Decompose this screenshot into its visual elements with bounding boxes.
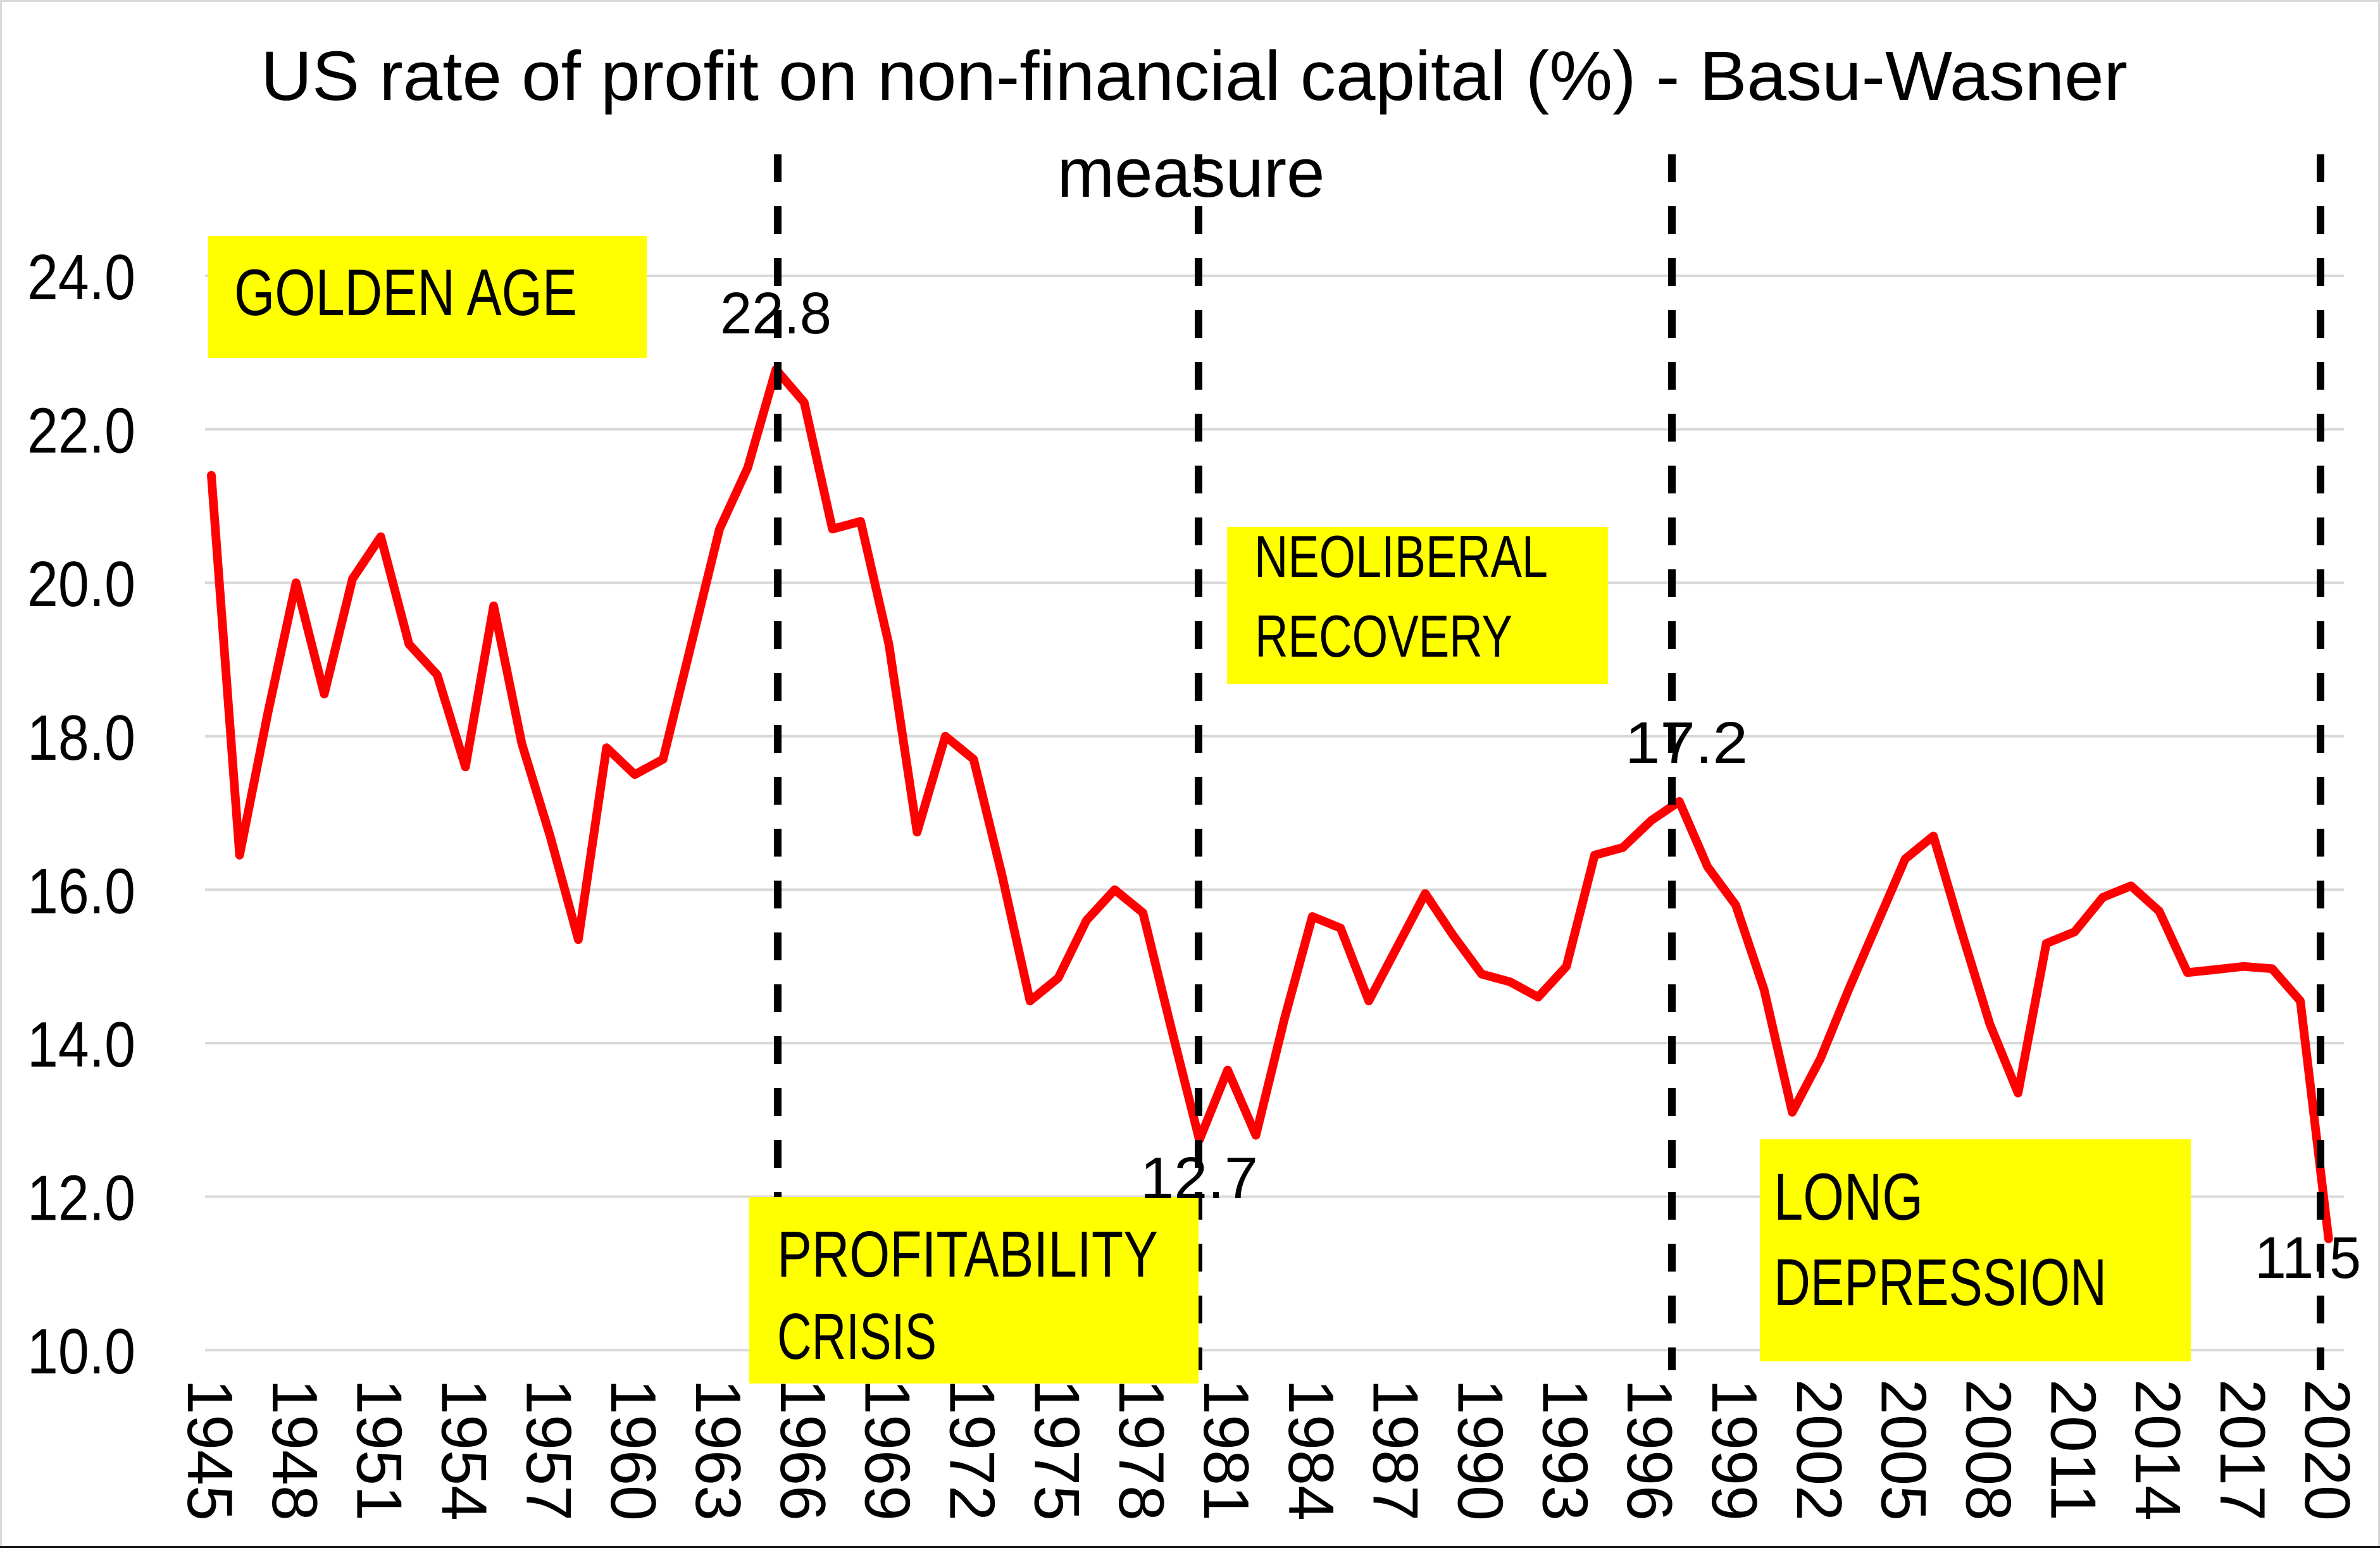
svg-text:CRISIS: CRISIS xyxy=(777,1300,937,1373)
svg-text:12.0: 12.0 xyxy=(27,1163,135,1234)
svg-text:18.0: 18.0 xyxy=(27,703,135,774)
svg-text:1951: 1951 xyxy=(344,1379,414,1521)
svg-text:2005: 2005 xyxy=(1868,1379,1939,1521)
svg-text:1987: 1987 xyxy=(1360,1379,1431,1521)
svg-text:2017: 2017 xyxy=(2207,1379,2277,1521)
svg-text:1945: 1945 xyxy=(174,1379,245,1521)
svg-text:12.7: 12.7 xyxy=(1140,1145,1258,1211)
svg-text:DEPRESSION: DEPRESSION xyxy=(1774,1246,2107,1320)
svg-text:22.0: 22.0 xyxy=(27,396,135,467)
svg-text:1993: 1993 xyxy=(1529,1379,1600,1521)
svg-text:NEOLIBERAL: NEOLIBERAL xyxy=(1254,523,1548,590)
svg-text:22.8: 22.8 xyxy=(720,280,832,346)
svg-text:GOLDEN AGE: GOLDEN AGE xyxy=(234,256,577,330)
svg-text:16.0: 16.0 xyxy=(27,856,135,927)
svg-text:RECOVERY: RECOVERY xyxy=(1255,603,1512,669)
svg-text:1948: 1948 xyxy=(259,1379,330,1521)
svg-text:1990: 1990 xyxy=(1444,1379,1515,1521)
svg-text:2011: 2011 xyxy=(2037,1379,2108,1521)
svg-text:1954: 1954 xyxy=(428,1379,499,1521)
svg-text:1978: 1978 xyxy=(1106,1379,1176,1521)
svg-text:17.2: 17.2 xyxy=(1625,710,1748,776)
svg-text:2008: 2008 xyxy=(1952,1379,2023,1521)
svg-text:1984: 1984 xyxy=(1275,1379,1346,1521)
svg-text:1969: 1969 xyxy=(852,1379,923,1521)
svg-text:1999: 1999 xyxy=(1698,1379,1769,1521)
svg-text:11.5: 11.5 xyxy=(2255,1225,2361,1291)
svg-text:PROFITABILITY: PROFITABILITY xyxy=(777,1218,1158,1291)
svg-text:1996: 1996 xyxy=(1614,1379,1685,1521)
svg-text:2014: 2014 xyxy=(2122,1379,2193,1521)
svg-text:2002: 2002 xyxy=(1783,1379,1854,1521)
svg-text:1975: 1975 xyxy=(1021,1379,1092,1521)
svg-text:measure: measure xyxy=(1057,134,1325,212)
svg-text:1981: 1981 xyxy=(1190,1379,1261,1521)
svg-text:1972: 1972 xyxy=(937,1379,1007,1521)
svg-text:1960: 1960 xyxy=(597,1379,668,1521)
svg-text:20.0: 20.0 xyxy=(27,549,135,620)
svg-text:10.0: 10.0 xyxy=(27,1316,135,1387)
svg-text:14.0: 14.0 xyxy=(27,1010,135,1081)
svg-text:US rate of profit on non-finan: US rate of profit on non-financial capit… xyxy=(261,37,2128,115)
svg-text:1963: 1963 xyxy=(682,1379,753,1521)
svg-text:24.0: 24.0 xyxy=(27,242,135,313)
svg-text:1966: 1966 xyxy=(767,1379,838,1521)
svg-text:LONG: LONG xyxy=(1774,1160,1923,1234)
svg-text:2020: 2020 xyxy=(2291,1379,2362,1521)
svg-text:1957: 1957 xyxy=(513,1379,583,1521)
